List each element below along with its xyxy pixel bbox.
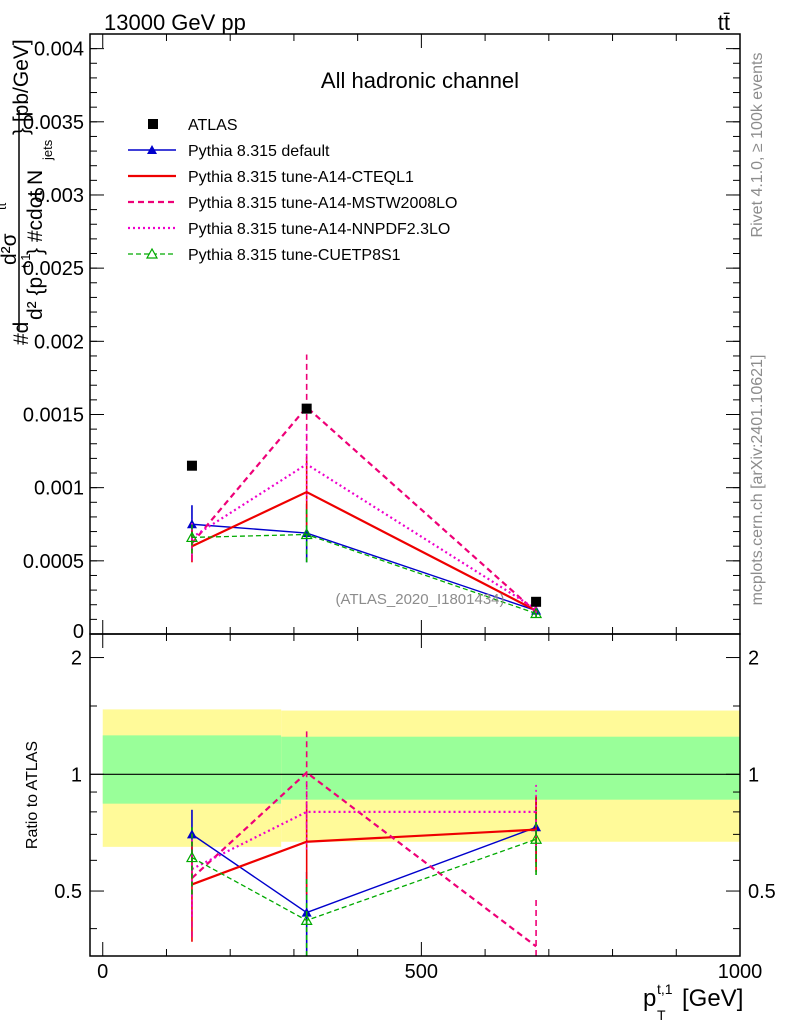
ratio-frame [89,633,741,957]
data-point-atlas [186,460,197,471]
legend-marker [145,247,159,259]
series-marker-main [185,531,198,543]
legend-marker [147,145,157,154]
xlabel-unit: [GeV] [682,985,743,1012]
ylabel-line-8: } [pb/GeV] [10,39,33,135]
series-marker-ratio [185,851,198,863]
ylabel-line-5: t,1 [18,254,33,268]
legend-label: Pythia 8.315 tune-A14-MSTW2008LO [188,195,457,212]
y-tick-label: 0.0025 [23,258,84,280]
series-marker-ratio [530,833,543,844]
legend: ATLAS Pythia 8.315 default Pythia 8.315 tu… [128,117,457,264]
xlabel-p: p [643,985,656,1012]
ratio-y-tick-label-right: 1 [748,764,759,786]
y-tick-label: 0.001 [34,478,84,500]
ylabel-line-7: jets [40,139,55,161]
y-tick-label: 0.002 [34,331,84,353]
series-marker-ratio [300,914,313,926]
ratio-ylabel: Ratio to ATLAS [24,741,41,849]
main-ylabel: #d d²σ tt d² {p t,1 } #cdot N jets } [pb… [0,39,55,345]
series-line-ratio [191,810,537,870]
series-line-main [191,405,537,613]
xlabel-sub: T [657,1007,666,1023]
main-panel: 0.0005 0.001 0.0015 0.002 0.0025 0.003 0.0035 0… [23,33,741,643]
header-left: 13000 GeV pp [104,10,246,35]
ratio-y-tick-label-right: 0.5 [748,881,776,903]
data-point-atlas [531,596,542,607]
series-marker-main [300,528,313,540]
mcplots-label: mcplots.cern.ch [arXiv:2401.10621] [749,355,766,606]
uncertainty-band-green [281,736,740,800]
ylabel-line-2: d²σ [0,233,21,265]
x-tick-label: 500 [405,961,438,983]
y-zero-label: 0 [73,621,84,643]
ylabel-line-1: #d [10,322,33,345]
y-tick-label: 0.0005 [23,551,84,573]
chart-title: All hadronic channel [321,68,519,93]
ylabel-line-3: tt [0,202,9,210]
ratio-y-tick-label: 1 [71,764,82,786]
y-tick-label: 0.004 [34,39,84,61]
header-right: tt̄ [718,10,730,35]
ratio-panel: 0.5 0.5 1 1 2 2 0 500 1000 [54,633,776,983]
ylabel-line-6: } #cdot N [24,170,47,255]
legend-marker-atlas [148,119,158,129]
rivet-label: Rivet 4.1.0, ≥ 100k events [749,53,766,238]
legend-label: Pythia 8.315 tune-A14-NNPDF2.3LO [188,221,450,238]
analysis-watermark: (ATLAS_2020_I1801434) [335,591,504,608]
series-marker-main [530,607,543,619]
ratio-y-tick-label-right: 2 [748,648,759,670]
legend-label: Pythia 8.315 tune-CUETP8S1 [188,247,401,264]
y-tick-label: 0.0035 [23,112,84,134]
data-point-atlas [301,403,312,414]
uncertainty-band-green [102,735,282,804]
x-tick-label: 0 [97,961,108,983]
ratio-y-tick-label: 2 [71,648,82,670]
legend-label: Pythia 8.315 default [188,143,330,160]
legend-label: Pythia 8.315 tune-A14-CTEQL1 [188,169,414,186]
x-axis-label: p t,1 T [GeV] [643,981,743,1023]
y-tick-label: 0.003 [34,185,84,207]
y-tick-label: 0.0015 [23,404,84,426]
series-line-ratio [191,838,537,922]
legend-label-atlas: ATLAS [188,117,238,134]
ratio-y-tick-label: 0.5 [54,881,82,903]
xlabel-sup: t,1 [657,981,673,997]
ylabel-line-4: d² {p [24,277,47,320]
x-tick-label: 1000 [718,961,763,983]
